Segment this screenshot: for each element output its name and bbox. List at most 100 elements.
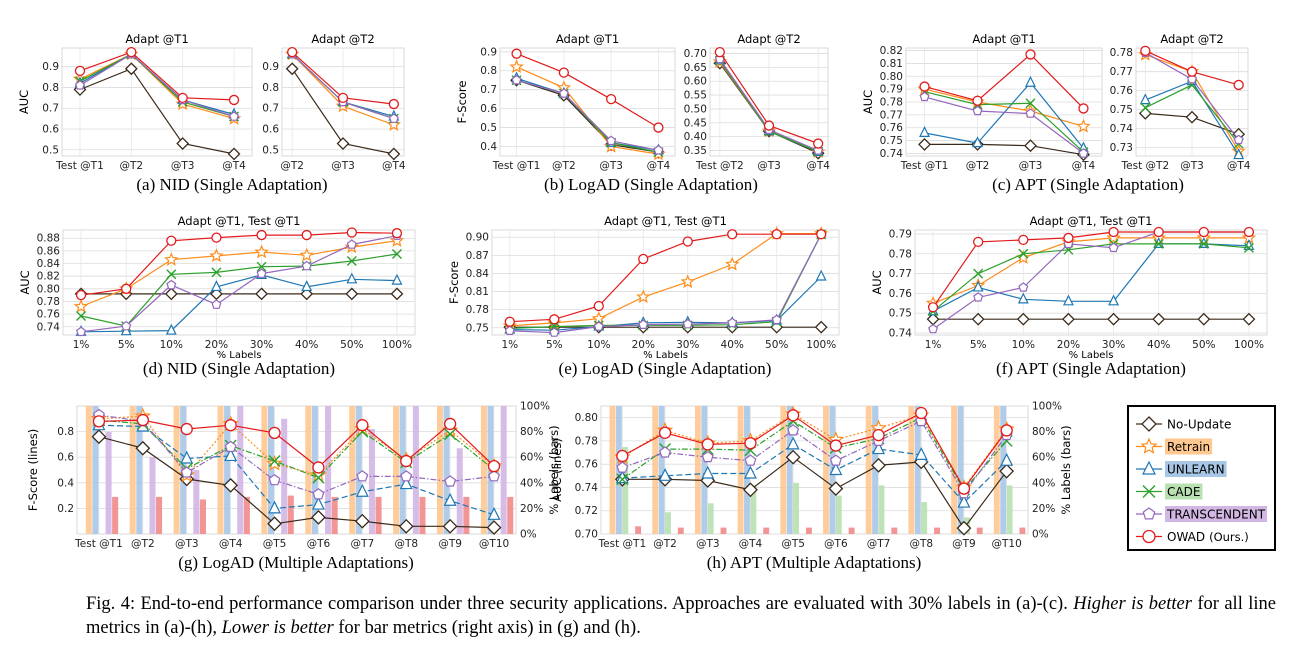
x-tick-label: @T4	[1072, 160, 1096, 172]
point-no-update	[442, 518, 458, 534]
point-no-update	[135, 440, 151, 456]
bar-transcendent	[325, 406, 332, 534]
x-tick-label: 10%	[587, 339, 610, 351]
point-owad	[771, 229, 782, 240]
point-owad	[256, 229, 267, 241]
caption-part-1: Fig. 4: End-to-end performance compariso…	[86, 594, 1074, 614]
legend-frame	[1127, 405, 1276, 551]
x-tick-label: 30%	[250, 339, 273, 351]
point-owad	[268, 426, 281, 440]
x-tick-label: Test @T1	[74, 538, 123, 550]
y2-axis-label: % Labels (bars)	[547, 425, 561, 514]
point-transcendent	[211, 299, 222, 309]
y2-tick-label: 80%	[1032, 426, 1055, 438]
bar-retrain	[737, 406, 744, 534]
subcaption-h: (h) APT (Multiple Adaptations)	[707, 553, 922, 572]
y-tick-label: 0.73	[1110, 142, 1133, 154]
subplot-title: Adapt @T1	[556, 32, 619, 46]
bar-retrain	[609, 406, 616, 534]
bar-cade	[622, 446, 629, 534]
point-no-update	[91, 429, 107, 445]
bar-retrain	[173, 406, 180, 534]
point-transcendent	[301, 260, 312, 271]
point-cade	[1198, 238, 1209, 249]
bar-transcendent	[281, 418, 288, 534]
bar-retrain	[217, 406, 224, 534]
point-unlearn	[972, 136, 983, 148]
series-line-owad	[516, 53, 659, 129]
y-tick-label: 0.81	[880, 58, 903, 70]
point-transcendent	[659, 446, 672, 458]
point-no-update	[345, 287, 359, 301]
x-tick-label: @T3	[171, 160, 195, 172]
series-line-transcendent	[509, 233, 822, 334]
point-retrain	[254, 244, 269, 259]
bar-unlearn	[267, 406, 275, 534]
bar-retrain	[694, 406, 701, 534]
x-tick-label: @T4	[647, 160, 671, 172]
point-cade	[76, 311, 87, 322]
x-tick-label: @T3	[1180, 160, 1204, 172]
x-tick-label: 10%	[1012, 339, 1035, 351]
figure-4: 0.5 0.6 0.7 0.8 0.9 Test @T1 @T2 @T3 @T4 Adapt @T…	[17, 32, 1276, 572]
y-tick-label: 0.76	[575, 459, 599, 471]
subcaption-b: (b) LogAD (Single Adaptation)	[544, 175, 758, 194]
legend-label-box	[1165, 438, 1213, 455]
bar-cade	[707, 503, 714, 534]
series-line-transcendent	[79, 53, 235, 118]
point-cade	[211, 267, 222, 278]
bar-owad	[243, 496, 250, 534]
bar-unlearn	[658, 406, 665, 534]
plot-area	[61, 47, 253, 157]
point-cade	[1243, 242, 1254, 253]
chart-b2: 0.35 0.40 0.45 0.500.55 0.60 0.65 0.70 Test @T2…	[684, 32, 831, 172]
point-transcendent	[744, 454, 757, 466]
point-no-update	[1107, 312, 1120, 326]
point-retrain	[636, 289, 651, 304]
point-transcendent	[76, 326, 87, 337]
x-tick-label: @T3	[757, 160, 781, 172]
plot-area	[499, 47, 676, 157]
series-line-retrain	[509, 233, 822, 327]
x-tick-label: @T3	[1019, 160, 1043, 172]
bar-transcendent	[105, 431, 112, 534]
point-owad	[136, 413, 150, 427]
point-transcendent	[1078, 148, 1089, 158]
point-transcendent	[558, 88, 569, 98]
x-tick-label: Test @T1	[55, 160, 104, 172]
y-tick-label: 0.4	[57, 477, 74, 489]
series-line-transcendent	[81, 235, 398, 333]
point-retrain	[266, 455, 283, 471]
bar-transcendent	[412, 406, 419, 534]
point-cade	[1153, 238, 1164, 249]
point-transcendent	[224, 440, 237, 452]
y-tick-label: 0.76	[889, 288, 913, 300]
caption-part-2: for all line metrics in (a)-(h),	[86, 594, 1276, 638]
legend-item-owad: OWAD (Ours.)	[1136, 529, 1249, 544]
point-transcendent	[549, 327, 560, 337]
bar-owad	[891, 527, 898, 534]
point-owad	[919, 81, 930, 92]
point-transcendent	[1108, 242, 1119, 253]
plot-area	[491, 229, 840, 336]
point-unlearn	[957, 494, 971, 508]
point-owad	[1233, 79, 1244, 91]
bar-unlearn	[224, 406, 231, 534]
x-tick-label: @T3	[175, 538, 199, 550]
figure-caption: Fig. 4: End-to-end performance compariso…	[86, 592, 1276, 640]
series-line-owad	[79, 51, 235, 101]
point-no-update	[227, 147, 241, 161]
y-tick-label: 0.74	[889, 328, 913, 340]
bar-transcendent	[500, 406, 507, 534]
x-tick-label: @T4	[382, 160, 406, 172]
point-no-update	[828, 481, 844, 497]
y-tick-label: 0.9	[480, 46, 497, 58]
chart-e: 0.75 0.78 0.81 0.84 0.87 0.90 1% 5% 10% 20% 30% 40%…	[447, 214, 840, 361]
y-tick-label: 0.9	[262, 61, 279, 73]
point-owad	[605, 94, 617, 105]
point-cade	[444, 428, 457, 441]
y-tick-label: 0.84	[466, 268, 490, 280]
y-tick-label: 0.80	[880, 71, 903, 83]
y-tick-label: 0.74	[880, 148, 904, 160]
point-transcendent	[928, 323, 939, 334]
